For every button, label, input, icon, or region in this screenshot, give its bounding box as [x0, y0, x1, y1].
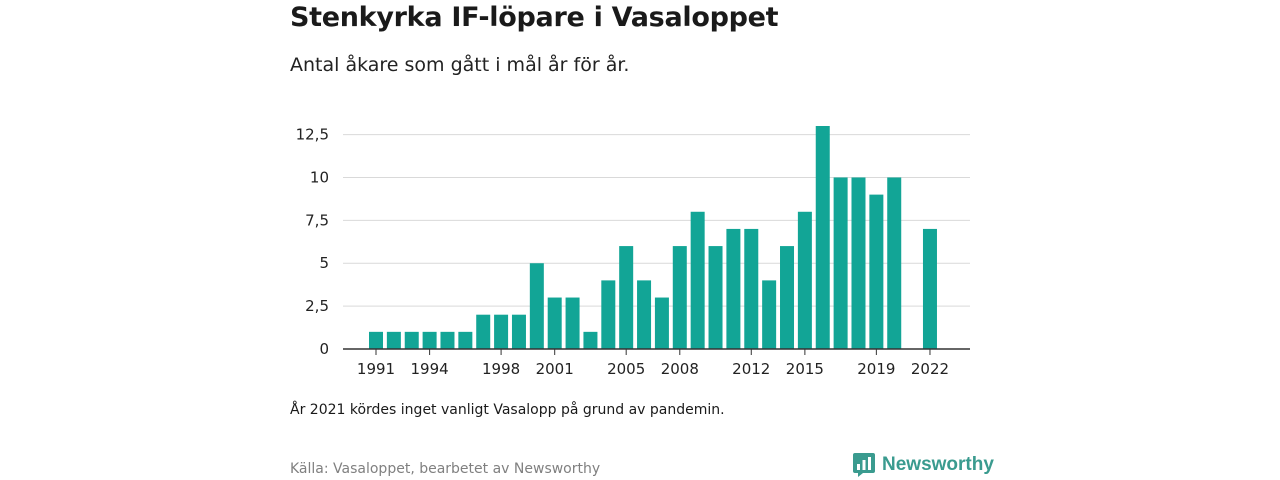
bar-2009 — [690, 211, 705, 349]
bar-2017 — [833, 177, 848, 349]
bar-2010 — [708, 246, 723, 349]
bar-2013 — [762, 280, 777, 349]
bar-1998 — [494, 314, 509, 349]
bar-1995 — [440, 331, 455, 349]
bar-2016 — [815, 126, 830, 349]
y-tick-label: 2,5 — [305, 297, 329, 315]
bar-2019 — [869, 194, 884, 349]
newsworthy-logo-icon — [853, 453, 875, 477]
x-tick-label: 2005 — [607, 360, 645, 378]
bar-2001 — [547, 297, 562, 349]
bar-2015 — [797, 211, 812, 349]
y-tick-label: 10 — [310, 168, 329, 186]
bar-1992 — [386, 331, 401, 349]
bar-2000 — [529, 263, 544, 349]
y-tick-label: 12,5 — [296, 126, 329, 144]
brand-name: Newsworthy — [882, 454, 994, 475]
bar-2020 — [887, 177, 902, 349]
bar-2007 — [654, 297, 669, 349]
bar-1996 — [458, 331, 473, 349]
bar-2011 — [726, 228, 741, 349]
bar-2006 — [637, 280, 652, 349]
x-tick-label: 2019 — [857, 360, 895, 378]
bar-2022 — [922, 228, 937, 349]
newsworthy-brand: Newsworthy — [852, 452, 994, 478]
bar-2003 — [583, 331, 598, 349]
bar-1991 — [369, 331, 383, 349]
chart-note: År 2021 kördes inget vanligt Vasalopp på… — [290, 402, 725, 418]
y-axis-tick-labels: 0 2,5 5 7,5 10 12,5 — [296, 126, 329, 358]
x-tick-label: 2012 — [732, 360, 770, 378]
x-tick-label: 1991 — [357, 360, 395, 378]
bar-2014 — [780, 246, 795, 349]
x-tick-label: 2008 — [661, 360, 699, 378]
bar-2018 — [851, 177, 866, 349]
y-tick-label: 5 — [319, 254, 329, 272]
bar-1993 — [404, 331, 419, 349]
bars — [369, 126, 937, 349]
y-tick-label: 0 — [319, 340, 329, 358]
x-tick-label: 2001 — [536, 360, 574, 378]
bar-chart: 0 2,5 5 7,5 10 12,5 1991 1994 1998 2001 2005 2008 2… — [296, 126, 970, 378]
bar-2012 — [744, 228, 759, 349]
bar-2004 — [601, 280, 616, 349]
bar-1997 — [476, 314, 491, 349]
x-tick-label: 2015 — [786, 360, 824, 378]
chart-title: Stenkyrka IF-löpare i Vasaloppet — [290, 2, 779, 33]
x-axis-tick-labels: 1991 1994 1998 2001 2005 2008 2012 2015 2019 2022 — [357, 360, 949, 378]
source-text: Källa: Vasaloppet, bearbetet av Newswort… — [290, 461, 601, 477]
bar-2002 — [565, 297, 580, 349]
x-axis — [343, 348, 970, 355]
x-tick-label: 1998 — [482, 360, 520, 378]
bar-1994 — [422, 331, 437, 349]
bar-2005 — [619, 246, 634, 349]
x-tick-label: 2022 — [911, 360, 949, 378]
bar-2008 — [672, 246, 687, 349]
bar-1999 — [511, 314, 526, 349]
x-tick-label: 1994 — [411, 360, 449, 378]
y-tick-label: 7,5 — [305, 211, 329, 229]
chart-subtitle: Antal åkare som gått i mål år för år. — [290, 54, 630, 76]
